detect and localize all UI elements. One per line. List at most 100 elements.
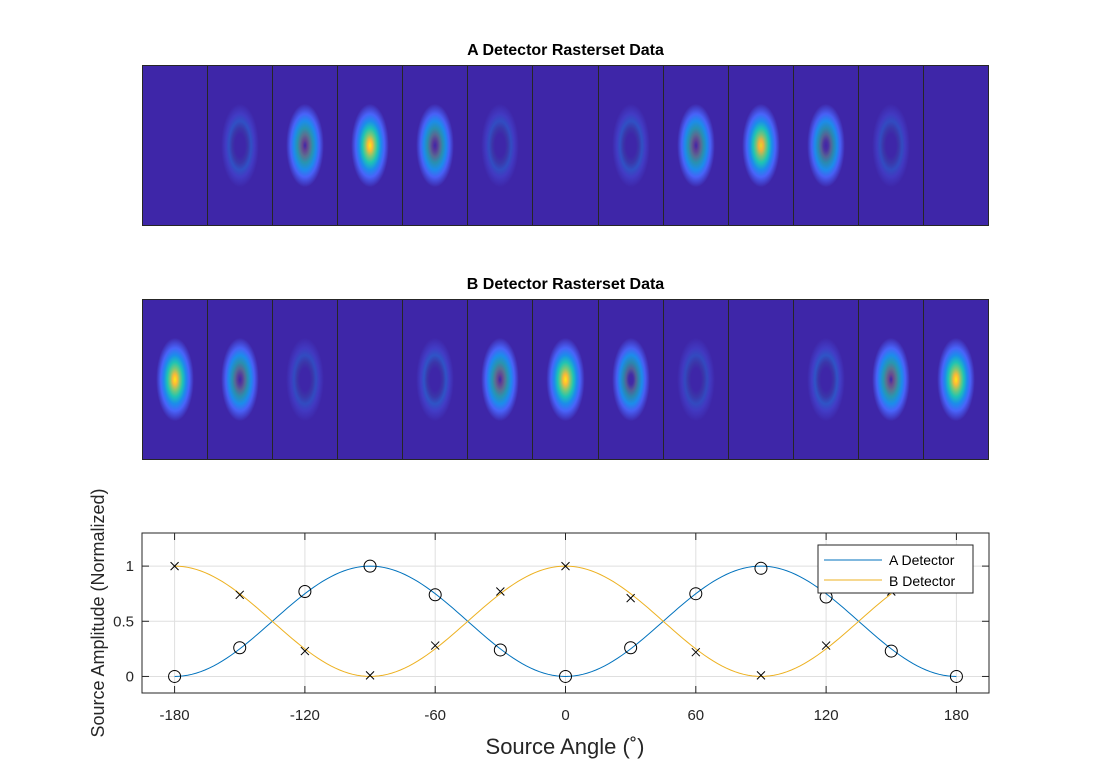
b-raster-frame-150 (858, 300, 924, 459)
a-raster-frame--180 (143, 66, 209, 225)
a-detector-marker (298, 584, 312, 598)
b-raster-frame--120 (273, 300, 339, 459)
b-detector-marker-stroke (300, 646, 310, 656)
a-detector-marker (559, 669, 572, 683)
b-detector-marker (495, 587, 505, 596)
a-detector-marker (624, 641, 638, 655)
a-raster-frame--90 (338, 66, 404, 225)
y-tick-label: 0 (126, 668, 134, 685)
b-detector-marker-stroke (170, 561, 179, 571)
b-detector-marker-stroke (691, 647, 701, 657)
b-detector-marker (430, 641, 440, 650)
a-raster-frame-120 (793, 66, 859, 225)
b-detector-marker-stroke (495, 587, 505, 596)
b-detector-marker-stroke (430, 641, 440, 650)
b-raster-frame-60 (663, 300, 729, 459)
a-detector-curve (174, 565, 957, 677)
b-raster-title: B Detector Rasterset Data (466, 276, 665, 293)
b-detector-marker (821, 641, 831, 650)
plot-ticks: -180 -120 -60 0 60 120 180 0 0.5 1 (113, 533, 989, 724)
a-raster-frame-90 (728, 66, 794, 225)
b-raster-panel (142, 299, 989, 460)
a-raster-frame--60 (403, 66, 469, 225)
b-detector-marker-stroke (756, 670, 766, 680)
x-tick-label: 180 (944, 707, 969, 724)
x-tick-label: -180 (160, 707, 190, 724)
b-detector-marker-stroke (235, 590, 245, 600)
b-raster-frame-120 (793, 300, 859, 459)
plot-axes-box (141, 532, 990, 694)
y-axis-label: Source Amplitude (Normalized) (88, 488, 108, 737)
b-detector-marker-stroke (886, 587, 896, 596)
a-raster-frame-30 (598, 66, 664, 225)
b-raster-frame-90 (728, 300, 794, 459)
b-detector-marker-stroke (365, 670, 375, 680)
a-raster-panel (142, 65, 989, 226)
a-detector-marker (493, 643, 507, 657)
b-detector-marker (300, 646, 310, 656)
b-raster-frame--30 (468, 300, 534, 459)
a-detector-marker (428, 588, 442, 602)
b-detector-marker-stroke (886, 587, 896, 596)
a-detector-marker (754, 561, 768, 575)
b-detector-curve (174, 565, 892, 677)
x-tick-label: 60 (687, 707, 704, 724)
a-raster-title: A Detector Rasterset Data (467, 42, 664, 59)
a-raster-frame-0 (533, 66, 599, 225)
b-detector-marker (561, 561, 570, 571)
b-detector-marker-stroke (170, 561, 179, 571)
plot-grid (142, 533, 989, 693)
x-axis-label: Source Angle (˚) (486, 734, 645, 759)
b-detector-marker-stroke (821, 641, 831, 650)
b-raster-frame-180 (923, 300, 989, 459)
y-tick-label: 1 (126, 558, 134, 575)
b-detector-marker-stroke (300, 646, 310, 656)
plot-curves (174, 565, 957, 677)
b-detector-marker-stroke (756, 670, 766, 680)
b-detector-marker-stroke (495, 587, 505, 596)
b-detector-marker (235, 590, 245, 600)
b-detector-marker-stroke (365, 670, 375, 680)
a-raster-frame--120 (273, 66, 339, 225)
a-detector-marker (884, 644, 898, 658)
b-detector-marker-stroke (561, 561, 570, 571)
a-detector-marker (949, 669, 963, 683)
a-detector-marker (689, 587, 703, 601)
b-detector-marker-stroke (626, 593, 636, 603)
a-detector-marker (363, 559, 377, 573)
b-detector-marker (756, 670, 766, 680)
b-raster-frame--90 (338, 300, 404, 459)
b-detector-marker (691, 647, 701, 657)
a-raster-frame--150 (208, 66, 274, 225)
a-raster-frame-60 (663, 66, 729, 225)
legend-label-a-detector: A Detector (889, 552, 955, 568)
a-detector-marker (168, 669, 182, 683)
b-detector-marker-stroke (561, 561, 570, 571)
b-detector-marker-stroke (691, 647, 701, 657)
y-tick-label: 0.5 (113, 613, 134, 630)
b-raster-frame--150 (208, 300, 274, 459)
b-raster-frame--180 (143, 300, 209, 459)
b-detector-marker-stroke (821, 641, 831, 650)
legend-box (817, 544, 974, 594)
a-detector-marker (233, 641, 247, 655)
b-raster-frame-30 (598, 300, 664, 459)
b-detector-marker-stroke (626, 593, 636, 603)
b-detector-marker-stroke (235, 590, 245, 600)
x-tick-label: -120 (290, 707, 320, 724)
x-tick-label: 120 (814, 707, 839, 724)
b-raster-frame-0 (533, 300, 599, 459)
b-detector-marker-stroke (430, 641, 440, 650)
b-detector-marker (626, 593, 636, 603)
b-detector-marker (886, 587, 896, 596)
a-raster-frame-180 (923, 66, 989, 225)
legend: A Detector B Detector (817, 544, 974, 594)
legend-label-b-detector: B Detector (889, 573, 955, 589)
x-tick-label: -60 (424, 707, 446, 724)
b-detector-marker (365, 670, 375, 680)
x-tick-label: 0 (561, 707, 569, 724)
b-raster-frame--60 (403, 300, 469, 459)
plot-markers (168, 559, 963, 683)
a-raster-frame--30 (468, 66, 534, 225)
